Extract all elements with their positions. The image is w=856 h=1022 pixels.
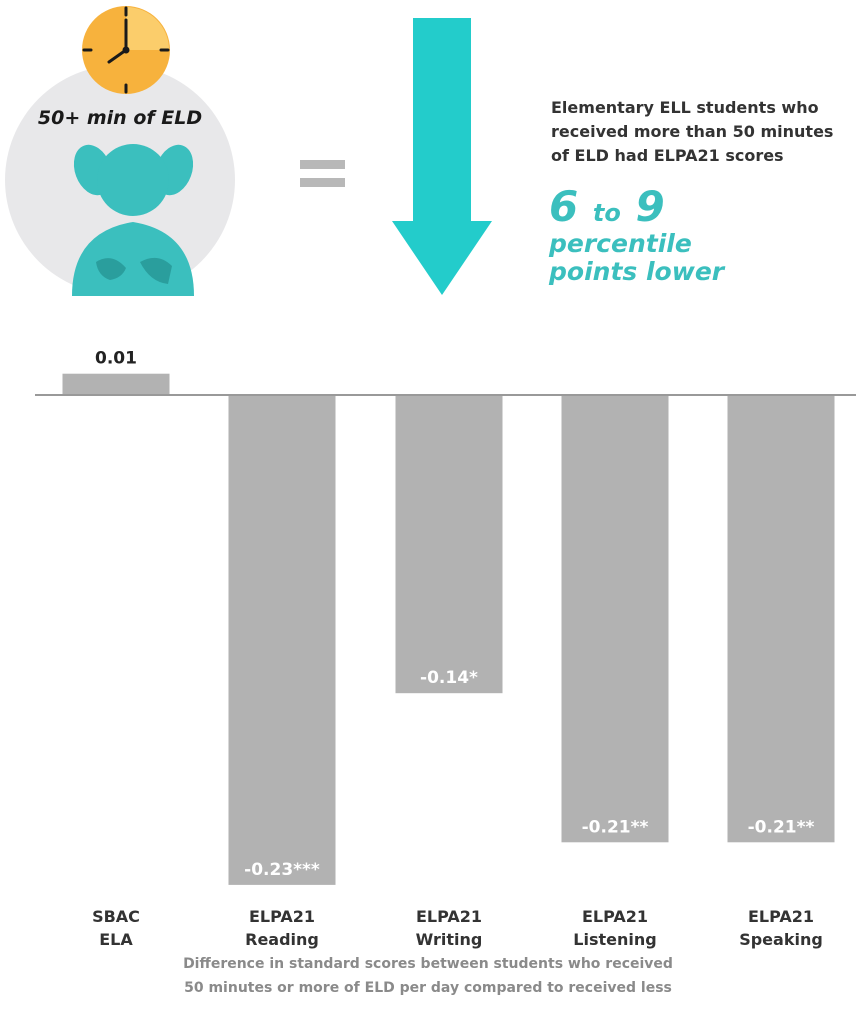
caption-line: Difference in standard scores between st… <box>183 956 673 972</box>
bar <box>727 395 835 843</box>
clock-icon <box>82 6 170 94</box>
highlight-stat: 6 to 9 percentile points lower <box>549 186 724 286</box>
category-label: ELPA21 <box>416 907 482 926</box>
category-label: Speaking <box>739 930 823 949</box>
icon-label: 50+ min of ELD <box>38 107 202 129</box>
category-label: Writing <box>416 930 483 949</box>
down-arrow-icon <box>392 18 492 295</box>
data-label: 0.01 <box>95 349 137 369</box>
description-line: received more than 50 minutes <box>551 122 834 141</box>
bar <box>561 395 669 843</box>
category-label: SBAC <box>92 907 140 926</box>
bar <box>62 373 170 395</box>
description-line: of ELD had ELPA21 scores <box>551 146 784 165</box>
bar-chart: 0.01 SBAC ELA -0.23*** ELPA21 Reading -0.14* EL… <box>35 349 856 949</box>
data-label: -0.21** <box>582 817 649 837</box>
highlight-to: 9 <box>635 182 665 231</box>
category-label: ELPA21 <box>748 907 814 926</box>
highlight-from: 6 <box>549 182 579 231</box>
highlight-line-1: percentile <box>549 229 692 258</box>
bar <box>228 395 336 885</box>
category-label: ELPA21 <box>249 907 315 926</box>
caption-line: 50 minutes or more of ELD per day compar… <box>184 980 672 996</box>
girl-arm-detail <box>96 257 172 284</box>
highlight-line-2: points lower <box>549 257 725 286</box>
chart-caption: Difference in standard scores between st… <box>0 952 856 1000</box>
highlight-to-word: to <box>592 199 621 227</box>
category-label: ELPA21 <box>582 907 648 926</box>
category-label: ELA <box>99 930 133 949</box>
header-description: Elementary ELL students who received mor… <box>551 96 856 168</box>
data-label: -0.14* <box>420 668 478 688</box>
bar <box>395 395 503 694</box>
header-illustration: 50+ min of ELD <box>5 6 235 296</box>
description-line: Elementary ELL students who <box>551 98 819 117</box>
data-label: -0.23*** <box>244 860 320 880</box>
equals-icon <box>300 160 345 196</box>
category-label: Reading <box>245 930 319 949</box>
category-label: Listening <box>573 930 656 949</box>
data-label: -0.21** <box>748 817 815 837</box>
